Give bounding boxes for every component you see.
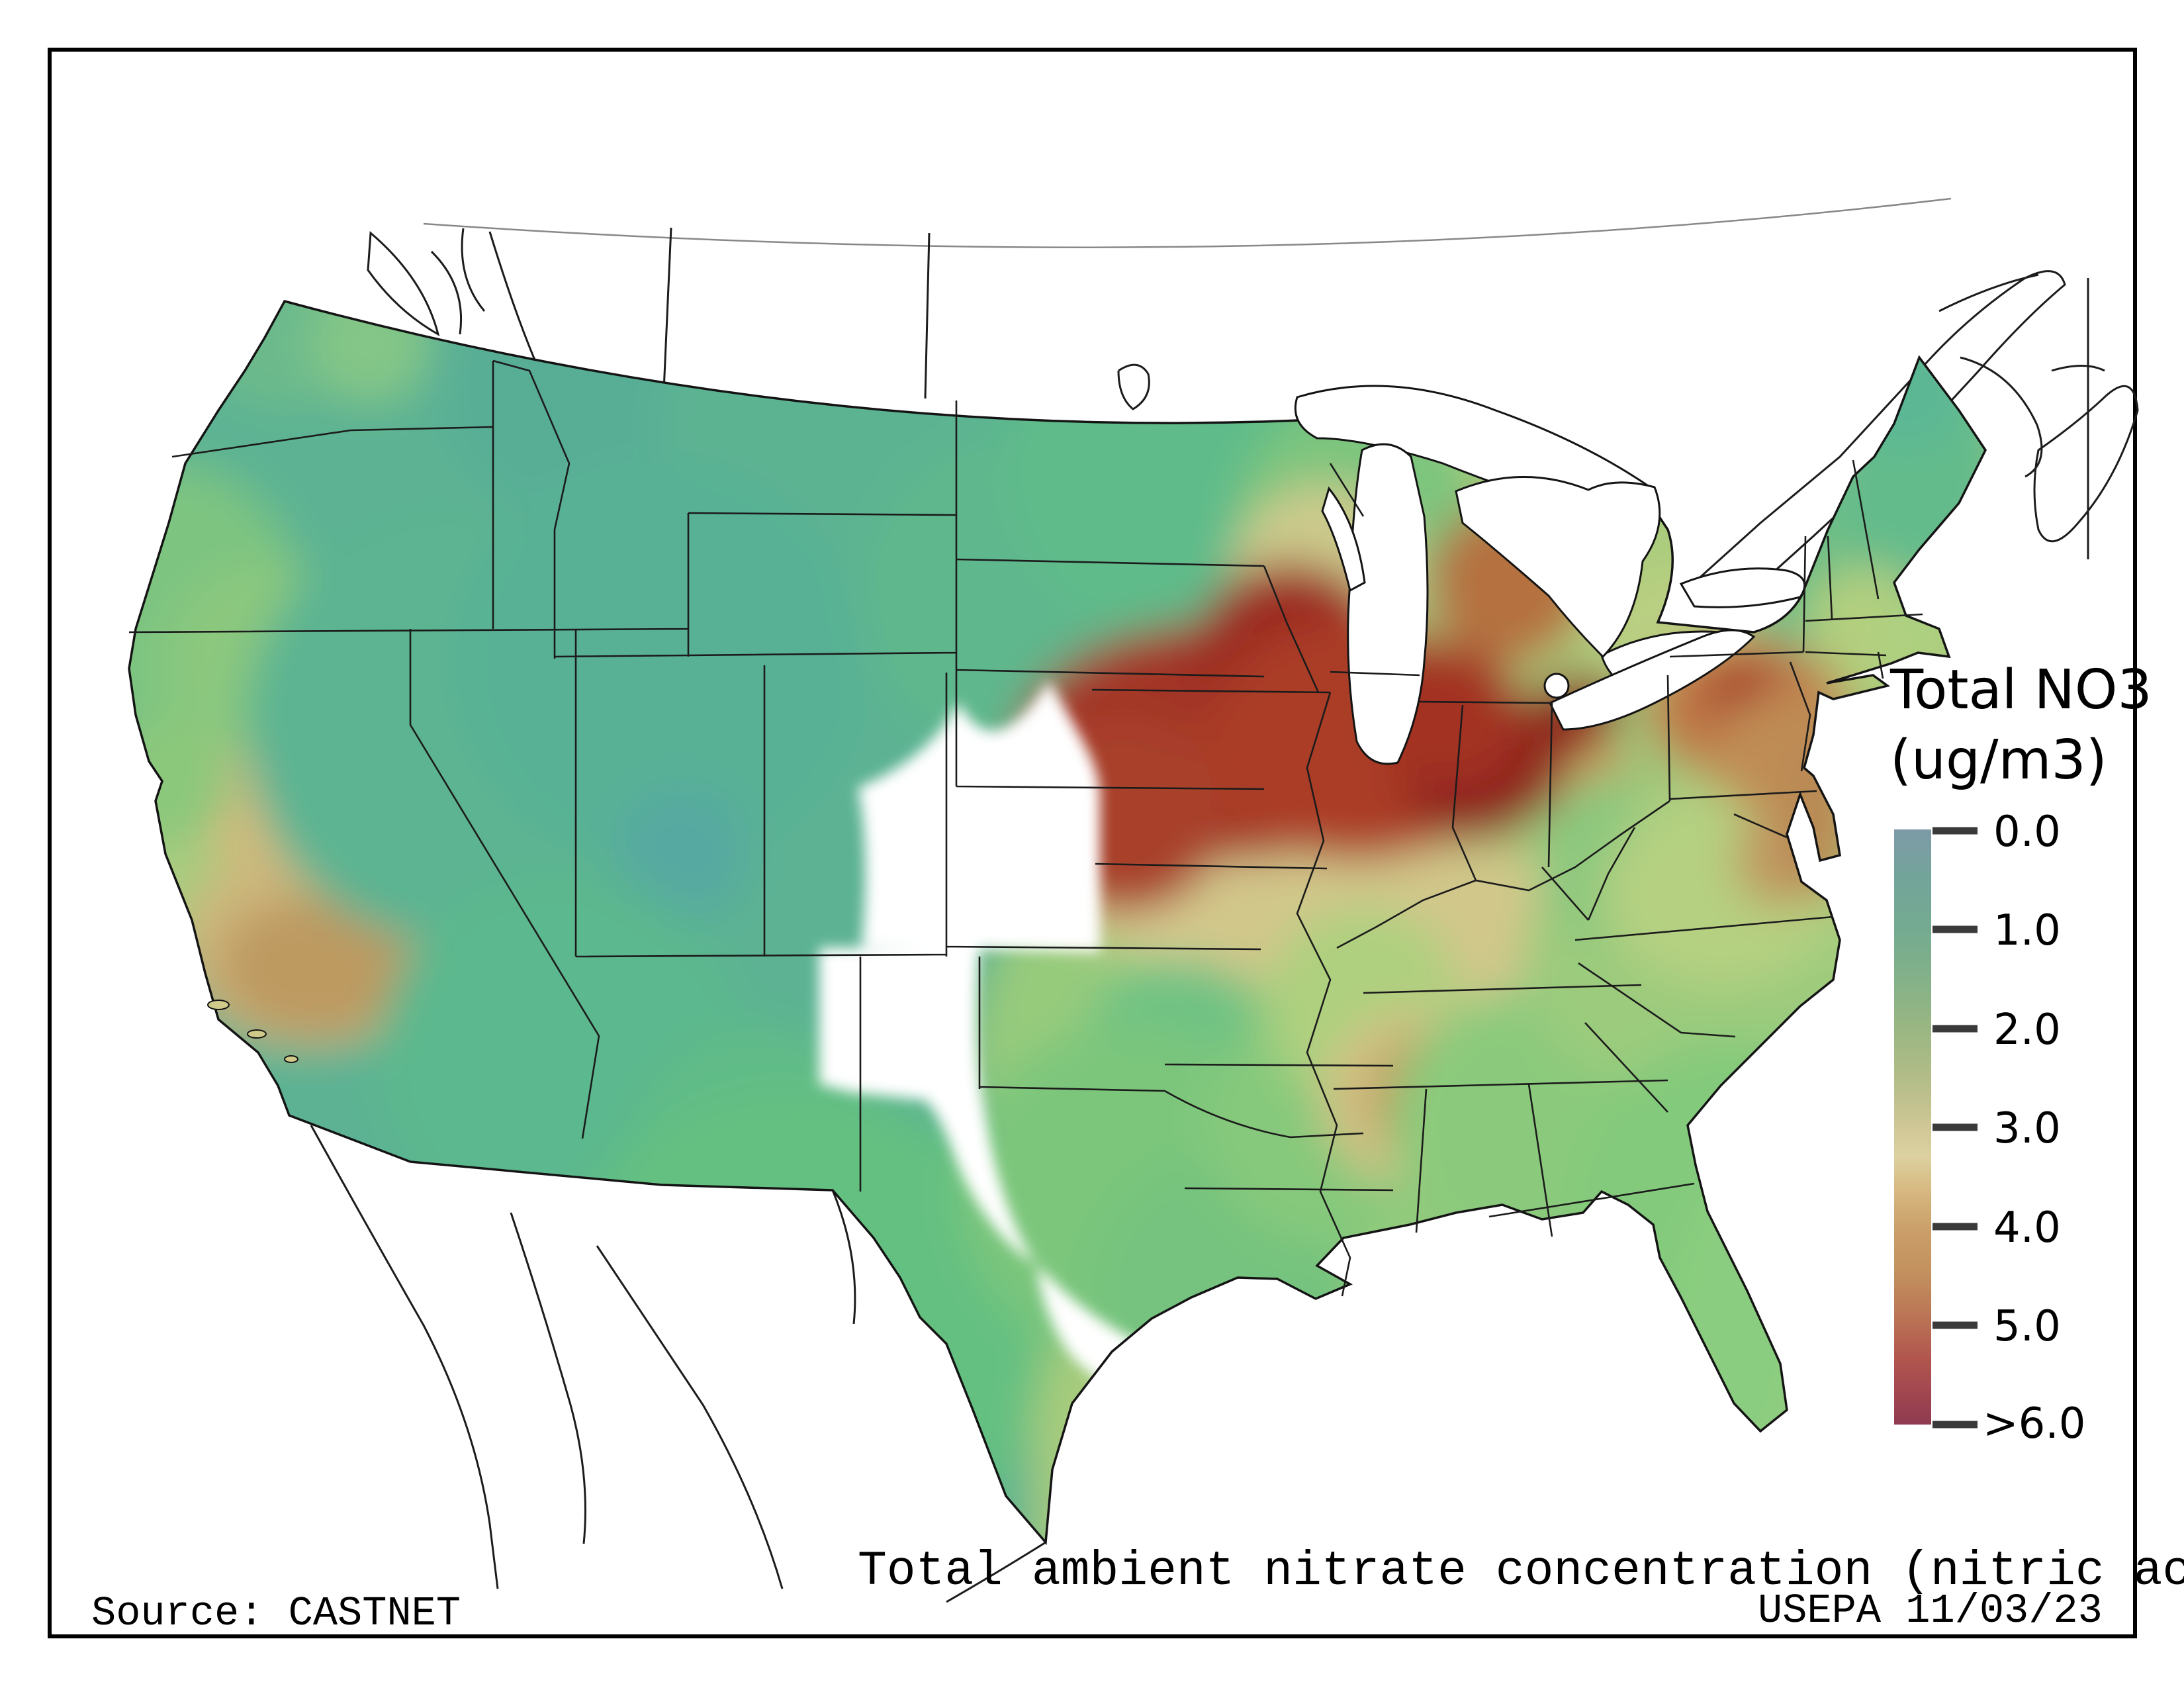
green-bay (1321, 486, 1366, 592)
lake-huron (1455, 476, 1661, 659)
great-lakes (1294, 385, 1806, 765)
lake-st-clair (1543, 673, 1570, 699)
legend-title-line2: (ug/m3) (1890, 729, 2107, 792)
source-label: Source: CASTNET (91, 1590, 461, 1637)
legend-title-line1: Total NO3 (1890, 659, 2152, 722)
channel-islands (207, 1000, 298, 1063)
colorbar-ticks (1933, 827, 1978, 1429)
legend-tick-label: 5.0 (1993, 1302, 2061, 1351)
legend-tick-label: 0.0 (1993, 808, 2061, 857)
credit-label: USEPA 11/03/23 (1758, 1587, 2103, 1634)
lake-michigan (1347, 443, 1429, 765)
map-caption: Total ambient nitrate concentration (nit… (858, 1544, 2184, 1599)
legend-tick-label: 4.0 (1993, 1203, 2061, 1252)
us-outline (128, 299, 1987, 1546)
map-top-clip-line (423, 197, 1952, 248)
legend-tick-label: 1.0 (1993, 906, 2061, 955)
legend-tick-label: >6.0 (1983, 1399, 2085, 1448)
legend-tick-label: 2.0 (1993, 1006, 2061, 1055)
state-boundaries (128, 359, 1923, 1297)
canada-mexico-outlines (310, 227, 2139, 1603)
colorbar-gradient (1894, 829, 1931, 1425)
colorbar-labels: 0.0 1.0 2.0 3.0 4.0 5.0 >6.0 (1983, 808, 2085, 1448)
legend-colorbar: 0.0 1.0 2.0 3.0 4.0 5.0 >6.0 (1894, 808, 2085, 1448)
legend-tick-label: 3.0 (1993, 1104, 2061, 1153)
